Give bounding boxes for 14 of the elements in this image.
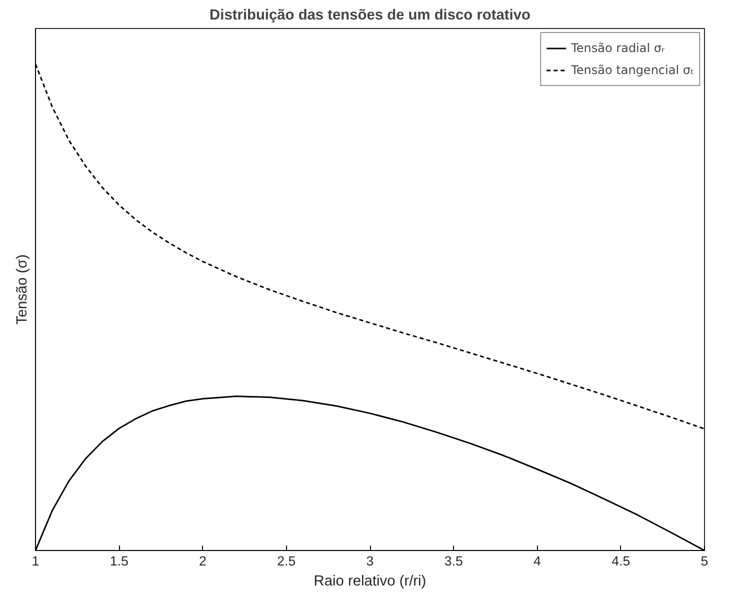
x-tick-label: 1 bbox=[32, 554, 40, 568]
x-tick-label: 5 bbox=[700, 554, 708, 568]
x-tick-label: 3 bbox=[366, 554, 374, 568]
x-tick-label: 3.5 bbox=[444, 554, 463, 568]
legend-label: Tensão radial σᵣ bbox=[571, 41, 665, 55]
x-tick-label: 1.5 bbox=[110, 554, 128, 568]
legend-label: Tensão tangencial σₜ bbox=[571, 63, 694, 77]
y-axis-title: Tensão (σ) bbox=[14, 254, 30, 325]
x-tick-label: 2 bbox=[199, 554, 206, 568]
x-tick-label: 2.5 bbox=[277, 554, 296, 568]
x-tick-label: 4 bbox=[534, 554, 542, 568]
x-axis-title: Raio relativo (r/ri) bbox=[314, 574, 426, 590]
x-tick-label: 4.5 bbox=[612, 554, 630, 568]
chart-title: Distribuição das tensões de um disco rotativo bbox=[210, 8, 530, 24]
